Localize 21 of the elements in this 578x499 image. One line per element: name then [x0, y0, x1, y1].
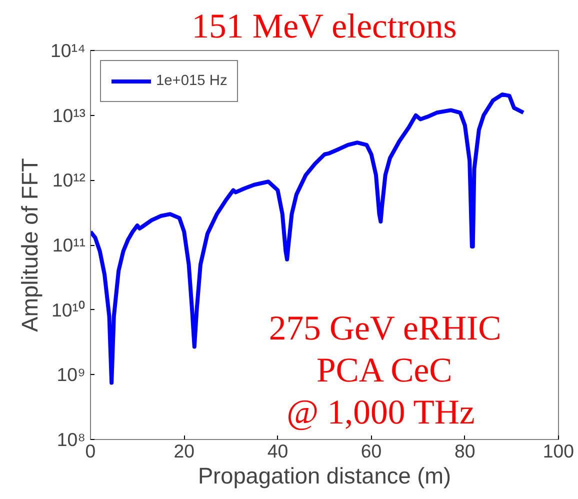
- x-tick-label: 100: [542, 440, 574, 462]
- x-tick-label: 80: [454, 440, 476, 462]
- line-series: [90, 92, 526, 385]
- x-tick-label: 0: [85, 440, 96, 462]
- y-tick-label: 10¹³: [52, 104, 86, 126]
- x-tick-label: 40: [267, 440, 288, 462]
- x-axis-title: Propagation distance (m): [198, 462, 452, 488]
- legend-label: 1e+015 Hz: [156, 73, 228, 89]
- x-tick-label: 60: [360, 440, 382, 462]
- y-tick-label: 10¹¹: [52, 234, 86, 256]
- y-tick-label: 10⁸: [56, 429, 86, 450]
- y-tick-label: 10⁹: [56, 364, 86, 386]
- y-tick-label: 10¹⁰: [52, 299, 86, 320]
- y-axis-title: Amplitude of FFT: [16, 158, 43, 332]
- y-tick-label: 10¹⁴: [50, 40, 86, 61]
- x-tick-label: 20: [174, 440, 194, 462]
- annotation: @ 1,000 THz: [286, 394, 475, 432]
- chart-title: 151 MeV electrons: [192, 8, 457, 46]
- y-tick-label: 10¹²: [52, 170, 86, 191]
- annotation: 275 GeV eRHIC: [268, 310, 502, 348]
- annotation: PCA CeC: [316, 352, 452, 390]
